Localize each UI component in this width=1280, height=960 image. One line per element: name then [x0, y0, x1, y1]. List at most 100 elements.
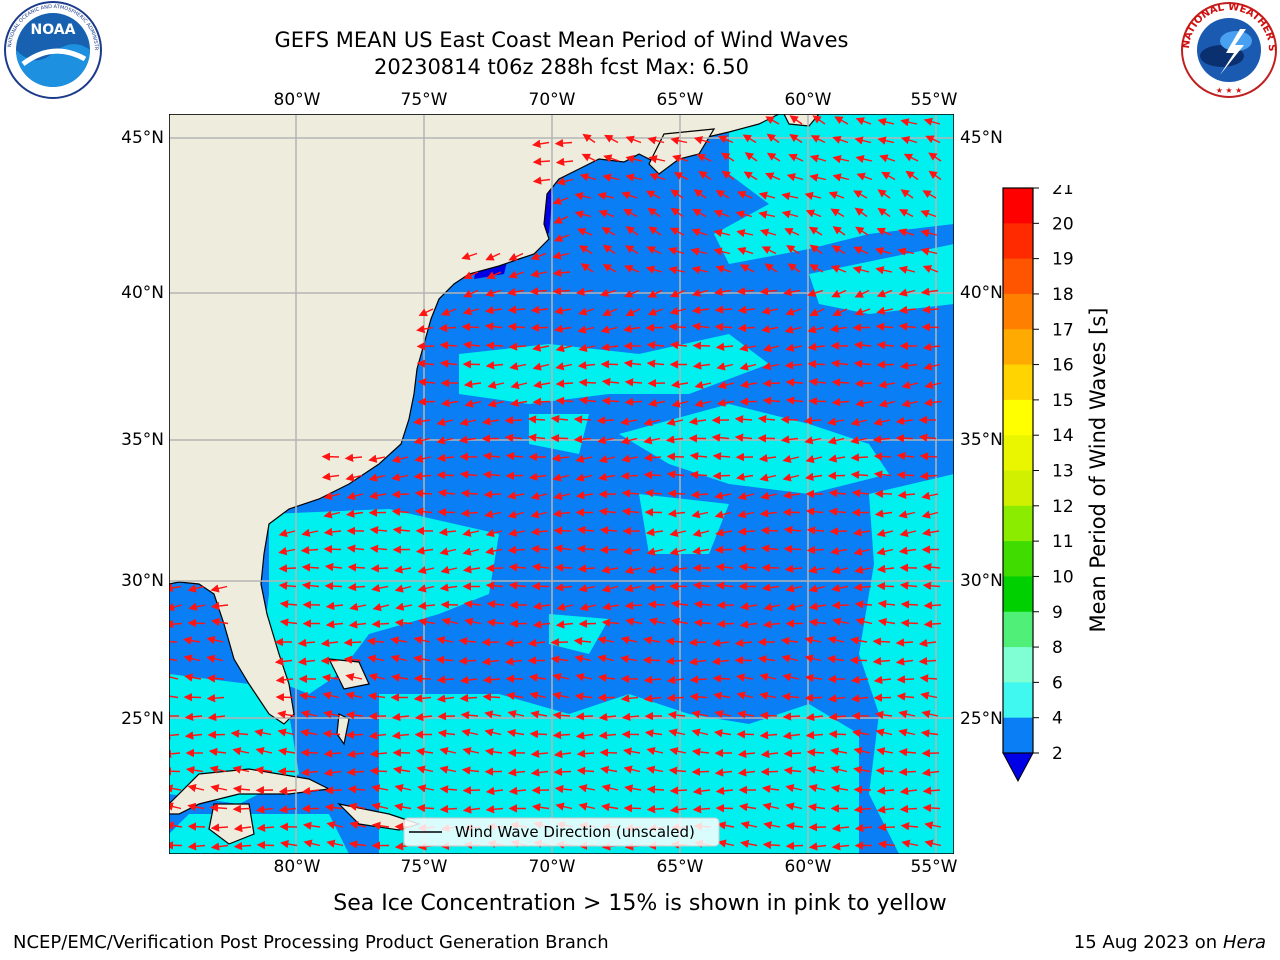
- wind-wave-arrow: [504, 638, 523, 648]
- wind-wave-arrow: [809, 308, 825, 317]
- wind-wave-arrow: [670, 136, 688, 145]
- colorbar-segment: [1003, 611, 1033, 648]
- wind-wave-arrow: [275, 693, 294, 702]
- wind-wave-arrow: [737, 191, 753, 199]
- wind-wave-arrow: [854, 379, 873, 388]
- wind-wave-arrow: [574, 654, 592, 663]
- wind-wave-arrow: [806, 545, 825, 555]
- wind-wave-arrow: [805, 730, 824, 740]
- lon-tick-top: 60°W: [784, 90, 832, 110]
- wind-wave-arrow: [623, 359, 642, 368]
- wind-wave-arrow: [808, 783, 826, 793]
- wind-wave-arrow: [464, 617, 482, 626]
- wind-wave-arrow: [602, 263, 617, 273]
- colorbar-segment: [1003, 505, 1033, 542]
- wind-wave-arrow: [645, 190, 661, 199]
- wind-wave-arrow: [602, 244, 616, 255]
- wind-wave-arrow: [347, 785, 366, 794]
- wind-wave-arrow: [898, 767, 917, 777]
- wind-wave-arrow: [169, 583, 182, 593]
- credit-host: Hera: [1222, 932, 1266, 953]
- wind-wave-arrow: [573, 637, 592, 646]
- wind-wave-arrow: [323, 544, 342, 554]
- wind-wave-arrow: [392, 525, 411, 535]
- wind-wave-arrow: [485, 546, 503, 556]
- wind-wave-arrow: [828, 454, 846, 463]
- wind-wave-arrow: [187, 618, 206, 628]
- wind-wave-arrow: [530, 768, 549, 777]
- wind-wave-arrow: [552, 473, 570, 482]
- wind-wave-arrow: [275, 675, 294, 685]
- wind-wave-arrow: [508, 342, 527, 351]
- wind-wave-arrow: [669, 786, 688, 795]
- wind-wave-arrow: [532, 139, 550, 148]
- wind-wave-arrow: [716, 619, 735, 629]
- wind-wave-arrow: [878, 617, 896, 627]
- wind-wave-arrow: [922, 581, 941, 590]
- wind-wave-arrow: [875, 322, 894, 331]
- wind-wave-arrow: [394, 783, 412, 793]
- wind-wave-arrow: [553, 749, 572, 759]
- wind-wave-arrow: [575, 454, 593, 463]
- wind-wave-arrow: [183, 636, 201, 645]
- wind-wave-arrow: [760, 749, 779, 759]
- wind-wave-arrow: [187, 783, 205, 793]
- wind-wave-arrow: [831, 823, 850, 833]
- wind-wave-arrow: [347, 582, 366, 592]
- wind-wave-arrow: [832, 617, 850, 626]
- wind-wave-arrow: [785, 821, 804, 831]
- wind-wave-arrow: [669, 564, 688, 574]
- wind-wave-arrow: [486, 600, 505, 609]
- wind-wave-arrow: [672, 154, 689, 163]
- wind-wave-arrow: [507, 728, 525, 738]
- wind-wave-arrow: [573, 435, 592, 444]
- wind-wave-arrow: [206, 693, 225, 703]
- wind-wave-arrow: [552, 251, 570, 260]
- wind-wave-arrow: [856, 172, 873, 181]
- wind-wave-arrow: [460, 711, 479, 720]
- wind-wave-arrow: [781, 192, 799, 201]
- wind-wave-arrow: [713, 691, 731, 701]
- wind-wave-arrow: [597, 636, 615, 645]
- wind-wave-arrow: [666, 470, 685, 479]
- wind-wave-arrow: [807, 803, 826, 812]
- wind-wave-arrow: [531, 803, 550, 812]
- wind-wave-arrow: [805, 712, 824, 722]
- wind-wave-arrow: [254, 766, 273, 775]
- colorbar-segment: [1003, 188, 1033, 224]
- wind-wave-arrow: [462, 565, 481, 574]
- wind-wave-arrow: [301, 528, 319, 537]
- wind-wave-arrow: [482, 675, 501, 684]
- wind-wave-arrow: [781, 210, 799, 219]
- wind-wave-arrow: [169, 731, 180, 740]
- wind-wave-arrow: [391, 473, 409, 482]
- wind-wave-arrow: [621, 191, 638, 200]
- wind-wave-arrow: [577, 228, 593, 236]
- wind-wave-arrow: [808, 396, 827, 406]
- wind-wave-arrow: [435, 655, 454, 665]
- wind-wave-arrow: [807, 359, 826, 369]
- wind-wave-arrow: [255, 746, 273, 756]
- wind-wave-arrow: [714, 709, 732, 719]
- wind-wave-arrow: [532, 362, 550, 371]
- wind-wave-arrow: [692, 786, 711, 796]
- wind-wave-arrow: [256, 823, 275, 832]
- wind-wave-arrow: [693, 189, 707, 199]
- wind-wave-arrow: [346, 749, 365, 759]
- wind-wave-arrow: [900, 189, 914, 199]
- wind-wave-arrow: [210, 601, 229, 611]
- wind-wave-arrow: [854, 600, 873, 609]
- wind-wave-arrow: [188, 602, 206, 611]
- wind-wave-arrow: [324, 803, 343, 812]
- wind-wave-arrow: [855, 117, 872, 126]
- wind-wave-arrow: [554, 138, 573, 148]
- wind-wave-arrow: [187, 584, 205, 593]
- wind-wave-arrow: [458, 656, 477, 666]
- wind-wave-arrow: [441, 398, 459, 407]
- wind-wave-arrow: [874, 710, 893, 719]
- wind-wave-arrow: [786, 602, 804, 612]
- wind-wave-arrow: [184, 673, 202, 682]
- wind-wave-arrow: [832, 308, 848, 317]
- wind-wave-arrow: [714, 305, 733, 314]
- wind-wave-arrow: [781, 692, 800, 701]
